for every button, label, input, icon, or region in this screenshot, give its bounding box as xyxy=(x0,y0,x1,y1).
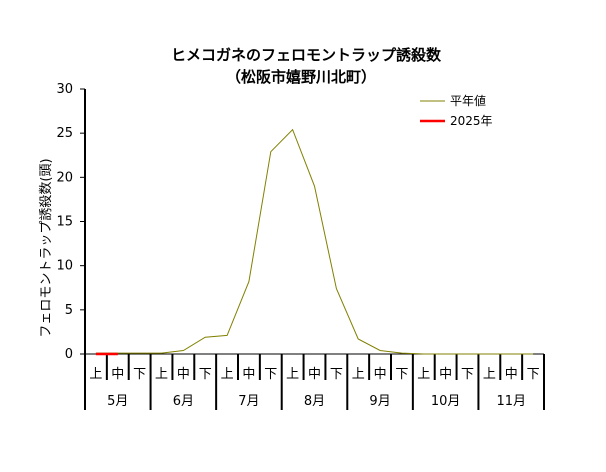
y-tick-label: 30 xyxy=(56,82,73,97)
x-period-label: 下 xyxy=(133,367,146,382)
x-month-label: 11月 xyxy=(496,394,526,409)
x-month-label: 5月 xyxy=(107,394,128,409)
x-period-label: 中 xyxy=(177,367,190,382)
x-period-label: 下 xyxy=(199,367,212,382)
x-period-label: 上 xyxy=(352,367,365,382)
x-period-label: 下 xyxy=(395,367,408,382)
y-tick-label: 0 xyxy=(65,347,73,362)
x-period-label: 上 xyxy=(221,367,234,382)
series-line-0 xyxy=(95,128,534,355)
x-period-label: 下 xyxy=(330,367,343,382)
x-period-label: 上 xyxy=(417,367,430,382)
x-axis: 上中下上中下上中下上中下上中下上中下上中下5月 6月 7月 8月 9月 10月 11月 xyxy=(84,353,545,410)
chart-subtitle: （松阪市嬉野川北町） xyxy=(226,68,376,86)
x-period-label: 中 xyxy=(439,367,452,382)
x-month-label: 8月 xyxy=(304,394,325,409)
x-period-label: 中 xyxy=(308,367,321,382)
y-tick-label: 10 xyxy=(56,259,73,274)
x-period-label: 上 xyxy=(155,367,168,382)
x-period-label: 下 xyxy=(527,367,540,382)
x-period-label: 中 xyxy=(374,367,387,382)
x-period-label: 上 xyxy=(89,367,102,382)
x-month-label: 9月 xyxy=(369,394,390,409)
x-period-label: 中 xyxy=(242,367,255,382)
y-tick-label: 25 xyxy=(56,126,73,141)
y-axis: 0 5 10 15 20 25 30 xyxy=(56,82,86,410)
x-period-label: 中 xyxy=(505,367,518,382)
x-period-label: 中 xyxy=(111,367,124,382)
y-tick-label: 5 xyxy=(65,303,73,318)
series-group xyxy=(95,128,534,356)
x-period-label: 上 xyxy=(483,367,496,382)
x-period-label: 下 xyxy=(461,367,474,382)
x-period-label: 上 xyxy=(286,367,299,382)
y-tick-label: 15 xyxy=(56,215,73,230)
x-month-label: 10月 xyxy=(431,394,461,409)
legend: 平年値 2025年 xyxy=(420,93,493,128)
y-axis-label: フェロモントラップ誘殺数(頭) xyxy=(39,158,54,337)
y-tick-label: 20 xyxy=(56,170,73,185)
x-month-label: 7月 xyxy=(238,394,259,409)
x-period-label: 下 xyxy=(264,367,277,382)
x-month-label: 6月 xyxy=(173,394,194,409)
legend-label-1: 2025年 xyxy=(450,114,493,128)
legend-label-0: 平年値 xyxy=(450,93,486,108)
chart-title: ヒメコガネのフェロモントラップ誘殺数 xyxy=(171,46,442,64)
